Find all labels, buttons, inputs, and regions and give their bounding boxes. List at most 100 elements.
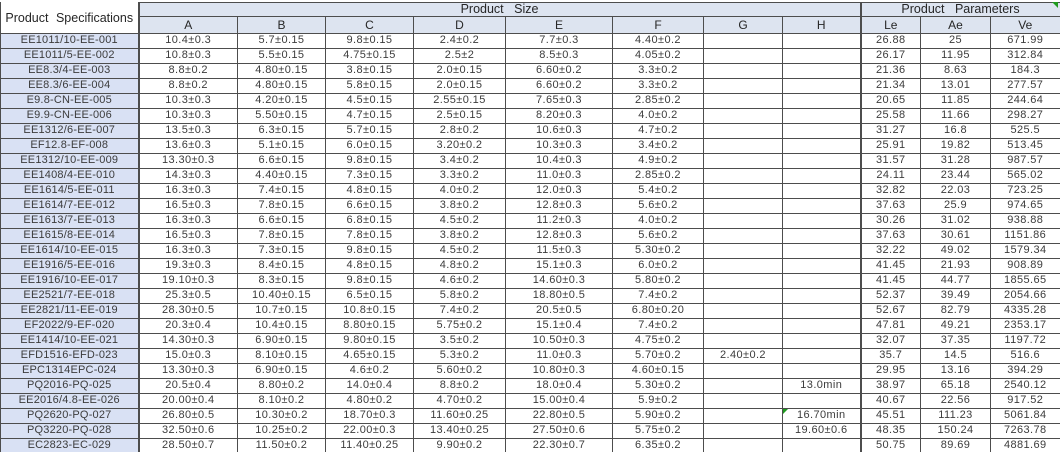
cell-Ve[interactable]: 516.6 xyxy=(989,348,1060,365)
cell-G[interactable] xyxy=(703,33,783,50)
cell-A[interactable]: 16.5±0.3 xyxy=(138,228,238,245)
cell-B[interactable]: 7.3±0.15 xyxy=(237,243,326,260)
cell-H[interactable] xyxy=(782,243,861,260)
cell-Ae[interactable]: 14.5 xyxy=(920,348,991,365)
cell-D[interactable]: 3.4±0.2 xyxy=(413,153,506,170)
cell-Ae[interactable]: 13.01 xyxy=(920,78,991,95)
cell-Le[interactable]: 41.45 xyxy=(859,258,921,275)
cell-D[interactable]: 5.60±0.2 xyxy=(413,363,506,380)
cell-E[interactable]: 11.5±0.3 xyxy=(505,243,613,260)
cell-G[interactable] xyxy=(703,168,783,185)
cell-F[interactable]: 4.0±0.2 xyxy=(612,108,704,125)
cell-B[interactable]: 6.90±0.15 xyxy=(237,333,326,350)
cell-G[interactable] xyxy=(703,108,783,125)
cell-D[interactable]: 4.5±0.2 xyxy=(413,213,506,230)
product-spec-cell[interactable]: EE1614/10-EE-015 xyxy=(0,243,140,260)
cell-H[interactable] xyxy=(782,123,861,140)
cell-H[interactable] xyxy=(782,93,861,110)
cell-C[interactable]: 14.0±0.4 xyxy=(325,378,414,395)
cell-A[interactable]: 19.10±0.3 xyxy=(138,273,238,290)
cell-Ve[interactable]: 5061.84 xyxy=(989,408,1060,425)
cell-F[interactable]: 2.85±0.2 xyxy=(612,168,704,185)
cell-D[interactable]: 2.0±0.15 xyxy=(413,78,506,95)
col-header-D[interactable]: D xyxy=(413,16,506,35)
cell-Ve[interactable]: 394.29 xyxy=(989,363,1060,380)
cell-Le[interactable]: 30.26 xyxy=(859,213,921,230)
col-header-F[interactable]: F xyxy=(612,16,704,35)
cell-Ve[interactable]: 908.89 xyxy=(989,258,1060,275)
cell-E[interactable]: 10.4±0.3 xyxy=(505,153,613,170)
cell-D[interactable]: 7.4±0.2 xyxy=(413,303,506,320)
cell-Ve[interactable]: 2054.66 xyxy=(989,288,1060,305)
product-specifications-header[interactable]: Product Specifications xyxy=(0,2,140,35)
col-header-B[interactable]: B xyxy=(237,16,326,35)
cell-F[interactable]: 5.30±0.2 xyxy=(612,243,704,260)
cell-B[interactable]: 4.80±0.15 xyxy=(237,63,326,80)
cell-B[interactable]: 5.50±0.15 xyxy=(237,108,326,125)
cell-F[interactable]: 5.6±0.2 xyxy=(612,228,704,245)
cell-E[interactable]: 6.60±0.2 xyxy=(505,63,613,80)
product-spec-cell[interactable]: EE1916/10-EE-017 xyxy=(0,273,140,290)
cell-Ve[interactable]: 184.3 xyxy=(989,63,1060,80)
cell-A[interactable]: 15.0±0.3 xyxy=(138,348,238,365)
cell-Ve[interactable]: 7263.78 xyxy=(989,423,1060,440)
cell-B[interactable]: 7.4±0.15 xyxy=(237,183,326,200)
product-spec-cell[interactable]: EE2521/7-EE-018 xyxy=(0,288,140,305)
cell-G[interactable] xyxy=(703,288,783,305)
cell-G[interactable] xyxy=(703,438,783,452)
cell-F[interactable]: 4.9±0.2 xyxy=(612,153,704,170)
cell-Ae[interactable]: 37.35 xyxy=(920,333,991,350)
cell-E[interactable]: 10.80±0.3 xyxy=(505,363,613,380)
cell-Le[interactable]: 24.11 xyxy=(859,168,921,185)
cell-Le[interactable]: 50.75 xyxy=(859,438,921,452)
cell-E[interactable]: 8.5±0.3 xyxy=(505,48,613,65)
cell-G[interactable] xyxy=(703,378,783,395)
cell-Ae[interactable]: 19.82 xyxy=(920,138,991,155)
cell-A[interactable]: 28.30±0.5 xyxy=(138,303,238,320)
cell-H[interactable] xyxy=(782,333,861,350)
cell-G[interactable]: 2.40±0.2 xyxy=(703,348,783,365)
cell-Ae[interactable]: 25 xyxy=(920,33,991,50)
cell-A[interactable]: 25.3±0.5 xyxy=(138,288,238,305)
cell-Le[interactable]: 32.22 xyxy=(859,243,921,260)
cell-F[interactable]: 5.4±0.2 xyxy=(612,183,704,200)
cell-A[interactable]: 16.3±0.3 xyxy=(138,243,238,260)
cell-Le[interactable]: 52.37 xyxy=(859,288,921,305)
cell-A[interactable]: 10.4±0.3 xyxy=(138,33,238,50)
cell-Ae[interactable]: 82.79 xyxy=(920,303,991,320)
cell-Ae[interactable]: 25.9 xyxy=(920,198,991,215)
cell-F[interactable]: 6.0±0.2 xyxy=(612,258,704,275)
cell-E[interactable]: 10.3±0.3 xyxy=(505,138,613,155)
cell-D[interactable]: 3.3±0.2 xyxy=(413,168,506,185)
cell-C[interactable]: 11.40±0.25 xyxy=(325,438,414,452)
cell-G[interactable] xyxy=(703,153,783,170)
cell-H[interactable] xyxy=(782,78,861,95)
cell-E[interactable]: 11.0±0.3 xyxy=(505,348,613,365)
cell-Le[interactable]: 47.81 xyxy=(859,318,921,335)
cell-D[interactable]: 2.8±0.2 xyxy=(413,123,506,140)
cell-A[interactable]: 16.3±0.3 xyxy=(138,183,238,200)
col-header-H[interactable]: H xyxy=(782,16,861,35)
cell-H[interactable] xyxy=(782,273,861,290)
cell-H[interactable] xyxy=(782,288,861,305)
cell-C[interactable]: 6.5±0.15 xyxy=(325,288,414,305)
cell-H[interactable] xyxy=(782,63,861,80)
cell-A[interactable]: 28.50±0.7 xyxy=(138,438,238,452)
product-spec-cell[interactable]: EF2022/9-EF-020 xyxy=(0,318,140,335)
product-spec-cell[interactable]: EE1916/5-EE-016 xyxy=(0,258,140,275)
cell-F[interactable]: 4.40±0.2 xyxy=(612,33,704,50)
cell-B[interactable]: 4.20±0.15 xyxy=(237,93,326,110)
cell-A[interactable]: 8.8±0.2 xyxy=(138,63,238,80)
cell-Le[interactable]: 32.82 xyxy=(859,183,921,200)
cell-C[interactable]: 4.65±0.15 xyxy=(325,348,414,365)
col-header-A[interactable]: A xyxy=(138,16,238,35)
cell-H[interactable] xyxy=(782,228,861,245)
cell-C[interactable]: 9.8±0.15 xyxy=(325,243,414,260)
cell-Ae[interactable]: 44.77 xyxy=(920,273,991,290)
cell-Ve[interactable]: 974.65 xyxy=(989,198,1060,215)
cell-H[interactable] xyxy=(782,198,861,215)
cell-C[interactable]: 4.8±0.15 xyxy=(325,258,414,275)
cell-C[interactable]: 6.0±0.15 xyxy=(325,138,414,155)
cell-C[interactable]: 22.00±0.3 xyxy=(325,423,414,440)
cell-Ve[interactable]: 244.64 xyxy=(989,93,1060,110)
